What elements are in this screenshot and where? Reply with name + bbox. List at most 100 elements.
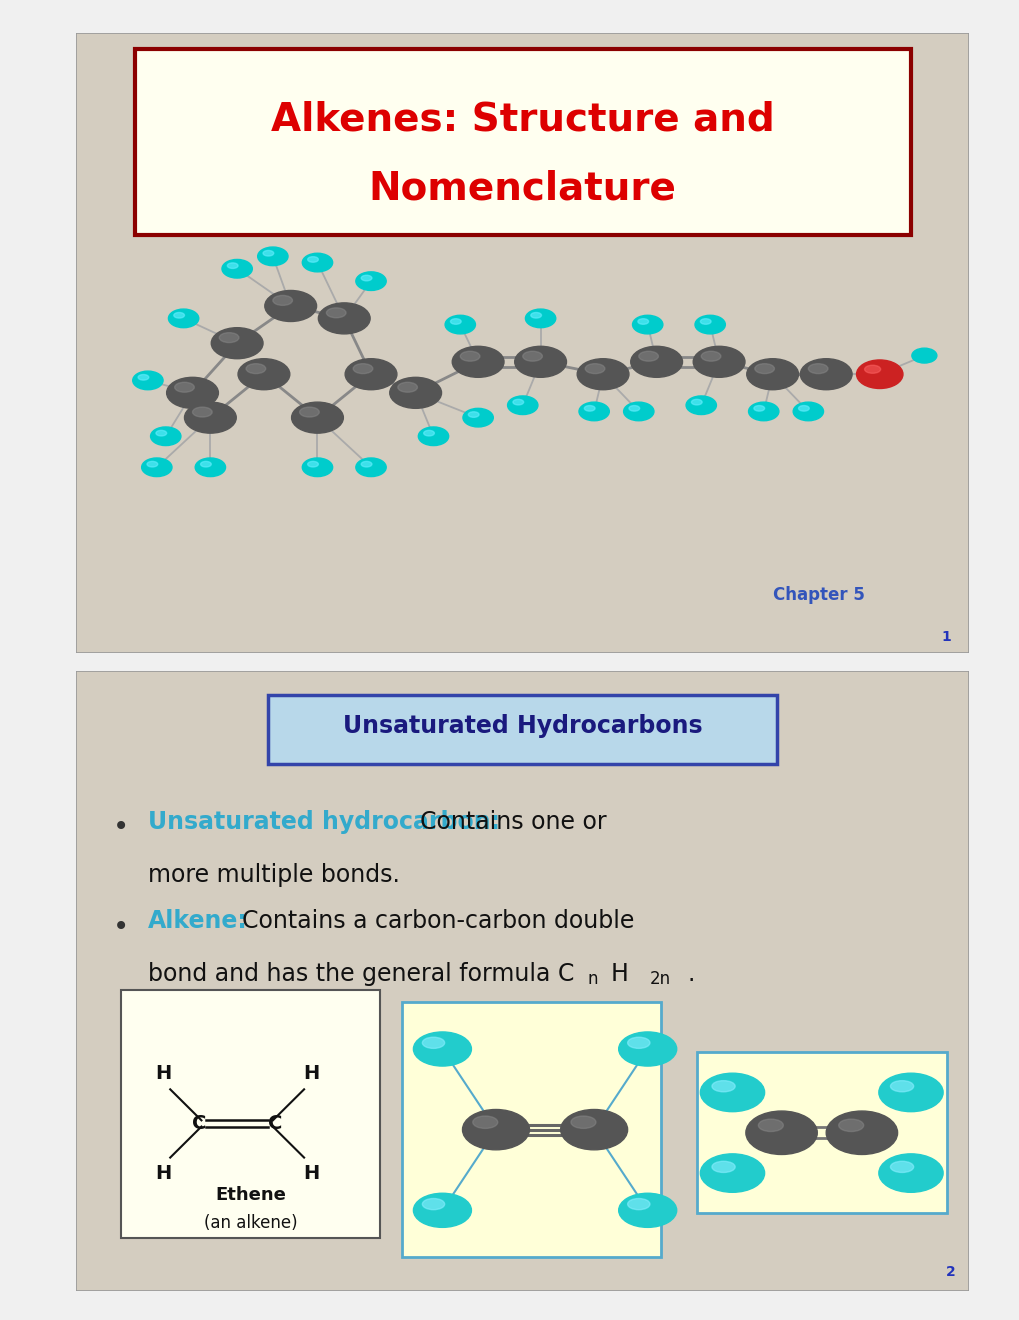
Ellipse shape <box>142 458 172 477</box>
Ellipse shape <box>585 364 604 374</box>
Ellipse shape <box>630 346 682 378</box>
Ellipse shape <box>627 1199 649 1209</box>
Text: H: H <box>155 1064 171 1084</box>
Ellipse shape <box>825 1111 897 1155</box>
Ellipse shape <box>473 1115 497 1129</box>
Ellipse shape <box>344 359 396 389</box>
Ellipse shape <box>838 1119 863 1131</box>
Ellipse shape <box>413 1032 471 1067</box>
Text: Unsaturated hydrocarbon:: Unsaturated hydrocarbon: <box>148 810 499 834</box>
Ellipse shape <box>265 290 316 322</box>
Ellipse shape <box>195 458 225 477</box>
Ellipse shape <box>227 263 237 268</box>
Ellipse shape <box>753 405 764 411</box>
Ellipse shape <box>168 309 199 327</box>
Ellipse shape <box>356 272 386 290</box>
Ellipse shape <box>579 403 608 421</box>
Ellipse shape <box>460 351 480 362</box>
Ellipse shape <box>422 1199 444 1209</box>
Ellipse shape <box>302 458 332 477</box>
Ellipse shape <box>693 346 744 378</box>
Ellipse shape <box>623 403 653 421</box>
Ellipse shape <box>754 364 773 374</box>
Ellipse shape <box>463 408 493 426</box>
Ellipse shape <box>798 405 808 411</box>
Ellipse shape <box>422 1038 444 1048</box>
Ellipse shape <box>397 383 417 392</box>
Text: Contains a carbon-carbon double: Contains a carbon-carbon double <box>242 909 634 933</box>
Ellipse shape <box>361 462 372 467</box>
Ellipse shape <box>462 1110 529 1150</box>
Ellipse shape <box>629 405 639 411</box>
Ellipse shape <box>156 430 166 436</box>
Ellipse shape <box>413 1193 471 1228</box>
Ellipse shape <box>507 396 537 414</box>
Ellipse shape <box>577 359 629 389</box>
Ellipse shape <box>878 1073 943 1111</box>
Ellipse shape <box>856 360 902 388</box>
Ellipse shape <box>700 318 710 325</box>
Ellipse shape <box>451 346 503 378</box>
Ellipse shape <box>151 426 180 446</box>
Ellipse shape <box>308 462 318 467</box>
Ellipse shape <box>444 315 475 334</box>
Ellipse shape <box>356 458 386 477</box>
Ellipse shape <box>219 333 238 343</box>
Ellipse shape <box>389 378 441 408</box>
Ellipse shape <box>571 1115 595 1129</box>
Text: .: . <box>687 962 695 986</box>
Text: 1: 1 <box>941 630 951 644</box>
Ellipse shape <box>300 407 319 417</box>
Ellipse shape <box>878 1154 943 1192</box>
Ellipse shape <box>890 1081 913 1092</box>
Ellipse shape <box>800 359 851 389</box>
Ellipse shape <box>619 1032 676 1067</box>
Ellipse shape <box>864 366 879 374</box>
Ellipse shape <box>468 412 479 417</box>
Ellipse shape <box>632 315 662 334</box>
Ellipse shape <box>308 256 318 263</box>
Ellipse shape <box>450 318 461 325</box>
Ellipse shape <box>147 462 158 467</box>
Ellipse shape <box>694 315 725 334</box>
Text: H: H <box>155 1164 171 1183</box>
Ellipse shape <box>890 1162 913 1172</box>
Text: H: H <box>609 962 628 986</box>
Ellipse shape <box>523 351 542 362</box>
Text: (an alkene): (an alkene) <box>204 1213 298 1232</box>
Ellipse shape <box>746 359 798 389</box>
Ellipse shape <box>700 1073 764 1111</box>
Text: Nomenclature: Nomenclature <box>369 169 676 207</box>
Ellipse shape <box>513 400 523 405</box>
Text: 2n: 2n <box>649 970 669 987</box>
Ellipse shape <box>193 407 212 417</box>
Text: •: • <box>113 912 129 941</box>
Ellipse shape <box>530 313 541 318</box>
Text: Unsaturated Hydrocarbons: Unsaturated Hydrocarbons <box>342 714 702 738</box>
Ellipse shape <box>201 462 211 467</box>
FancyBboxPatch shape <box>696 1052 946 1213</box>
Ellipse shape <box>701 351 720 362</box>
Ellipse shape <box>302 253 332 272</box>
Ellipse shape <box>222 260 252 279</box>
Ellipse shape <box>166 378 218 408</box>
Ellipse shape <box>711 1162 735 1172</box>
Text: Ethene: Ethene <box>215 1185 285 1204</box>
Ellipse shape <box>515 346 566 378</box>
Ellipse shape <box>793 403 822 421</box>
FancyBboxPatch shape <box>121 990 380 1238</box>
FancyBboxPatch shape <box>401 1002 660 1257</box>
Ellipse shape <box>418 426 448 446</box>
Ellipse shape <box>258 247 287 265</box>
Text: Chapter 5: Chapter 5 <box>772 586 864 603</box>
Ellipse shape <box>627 1038 649 1048</box>
Ellipse shape <box>211 327 263 359</box>
Text: more multiple bonds.: more multiple bonds. <box>148 863 399 887</box>
Ellipse shape <box>619 1193 676 1228</box>
Ellipse shape <box>637 318 648 325</box>
Ellipse shape <box>638 351 658 362</box>
FancyBboxPatch shape <box>135 49 910 235</box>
Ellipse shape <box>132 371 163 389</box>
Text: Alkenes: Structure and: Alkenes: Structure and <box>271 100 773 139</box>
Ellipse shape <box>911 348 936 363</box>
